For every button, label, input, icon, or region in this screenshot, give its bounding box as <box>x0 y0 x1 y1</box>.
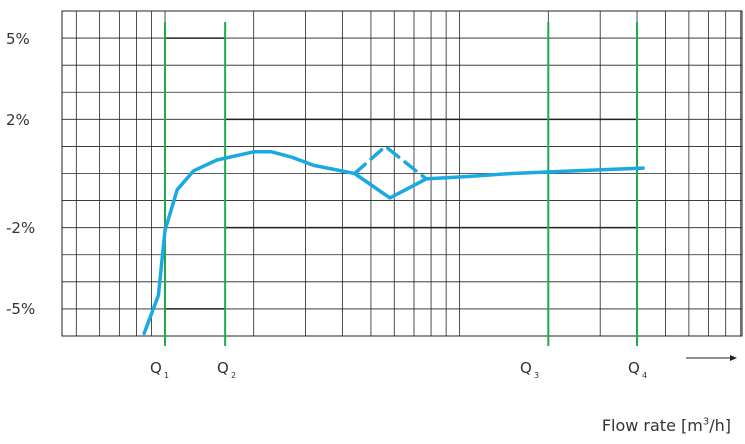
error-curve <box>142 150 645 336</box>
dashed-error-curve <box>352 144 428 181</box>
svg-text:Q: Q <box>628 359 640 377</box>
q4-label: Q 4 <box>628 359 647 380</box>
error-curves <box>142 144 645 336</box>
x-axis-arrow <box>686 355 737 361</box>
error-limit-lines <box>165 37 637 310</box>
svg-text:Q: Q <box>217 359 229 377</box>
y-tick-label-2pct: 2% <box>6 111 30 129</box>
q2-label: Q 2 <box>217 359 236 380</box>
q1-label: Q 1 <box>150 359 169 380</box>
q3-label: Q 3 <box>520 359 539 380</box>
x-axis-label: Flow rate [m3/h] <box>601 416 731 435</box>
y-tick-label-5pct: 5% <box>6 30 30 48</box>
svg-text:3: 3 <box>534 371 539 380</box>
flow-markers <box>164 22 638 346</box>
svg-text:1: 1 <box>164 371 169 380</box>
svg-text:Q: Q <box>150 359 162 377</box>
svg-text:4: 4 <box>642 371 647 380</box>
y-tick-label-minus-5pct: -5% <box>6 300 35 318</box>
svg-text:2: 2 <box>231 371 236 380</box>
svg-text:Q: Q <box>520 359 532 377</box>
y-tick-label-minus-2pct: -2% <box>6 219 35 237</box>
